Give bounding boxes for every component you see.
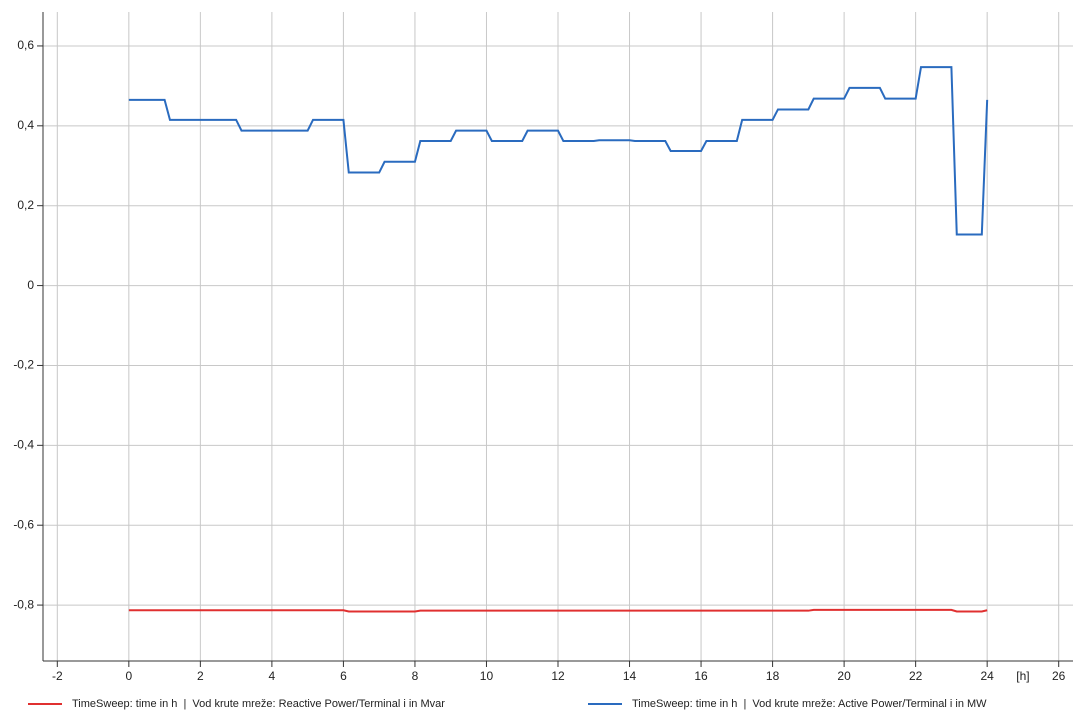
legend: TimeSweep: time in h | Vod krute mreže: … — [28, 698, 987, 710]
x-tick-label: 24 — [980, 669, 994, 683]
y-tick-label: 0 — [27, 278, 34, 292]
x-tick-label: 4 — [269, 669, 276, 683]
y-tick-label: -0,2 — [13, 358, 34, 372]
x-tick-label: 6 — [340, 669, 347, 683]
series-line — [128, 66, 989, 236]
x-tick-label: 22 — [909, 669, 923, 683]
x-axis-label: [h] — [1016, 669, 1029, 683]
legend-label: TimeSweep: time in h | Vod krute mreže: … — [632, 698, 987, 710]
y-tick-label: 0,6 — [17, 38, 34, 52]
y-tick-label: 0,4 — [17, 118, 34, 132]
y-tick-label: -0,4 — [13, 438, 34, 452]
y-tick-label: 0,2 — [17, 198, 34, 212]
series-line — [128, 608, 988, 613]
x-tick-label: 10 — [480, 669, 494, 683]
x-tick-label: 14 — [623, 669, 637, 683]
x-tick-label: 16 — [694, 669, 708, 683]
x-tick-label: 12 — [551, 669, 565, 683]
x-tick-label: 8 — [412, 669, 419, 683]
x-tick-label: 0 — [125, 669, 132, 683]
x-tick-label: 20 — [837, 669, 851, 683]
legend-label: TimeSweep: time in h | Vod krute mreže: … — [72, 698, 445, 710]
y-tick-label: -0,8 — [13, 597, 34, 611]
y-tick-label: -0,6 — [13, 517, 34, 531]
x-tick-label: -2 — [52, 669, 63, 683]
x-tick-label: 26 — [1052, 669, 1066, 683]
x-tick-label: 18 — [766, 669, 780, 683]
x-tick-label: 2 — [197, 669, 204, 683]
